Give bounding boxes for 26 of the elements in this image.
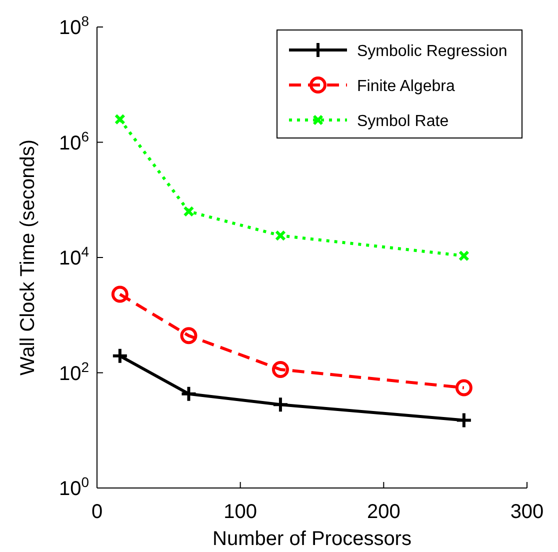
legend-label: Symbolic Regression — [357, 43, 508, 60]
point — [111, 347, 128, 364]
x-tick-label: 100 — [224, 501, 258, 523]
y-tick-label: 10$^{6}$ — [58, 128, 90, 154]
point — [111, 286, 128, 303]
y-axis-title: Wall Clock Time (seconds) — [17, 140, 39, 376]
point — [455, 379, 472, 396]
point — [183, 206, 194, 217]
legend-label: Finite Algebra — [357, 78, 455, 95]
y-tick-label: 10$^{4}$ — [58, 244, 90, 270]
x-axis-title: Number of Processors — [212, 528, 412, 550]
point — [114, 114, 126, 125]
legend-label: Symbol Rate — [357, 113, 449, 130]
point — [455, 412, 472, 429]
y-tick-label: 10$^{0}$ — [58, 474, 90, 500]
y-tick-label: 10$^{8}$ — [58, 13, 90, 39]
point — [180, 327, 198, 344]
point — [272, 360, 289, 378]
y-tick-label: 10$^{2}$ — [58, 358, 90, 385]
point — [272, 396, 289, 414]
point — [180, 385, 198, 402]
point — [458, 250, 470, 262]
x-tick-label: 200 — [366, 501, 400, 523]
x-tick-label: 0 — [91, 501, 103, 523]
point — [274, 230, 286, 242]
x-tick-label: 300 — [510, 501, 544, 523]
